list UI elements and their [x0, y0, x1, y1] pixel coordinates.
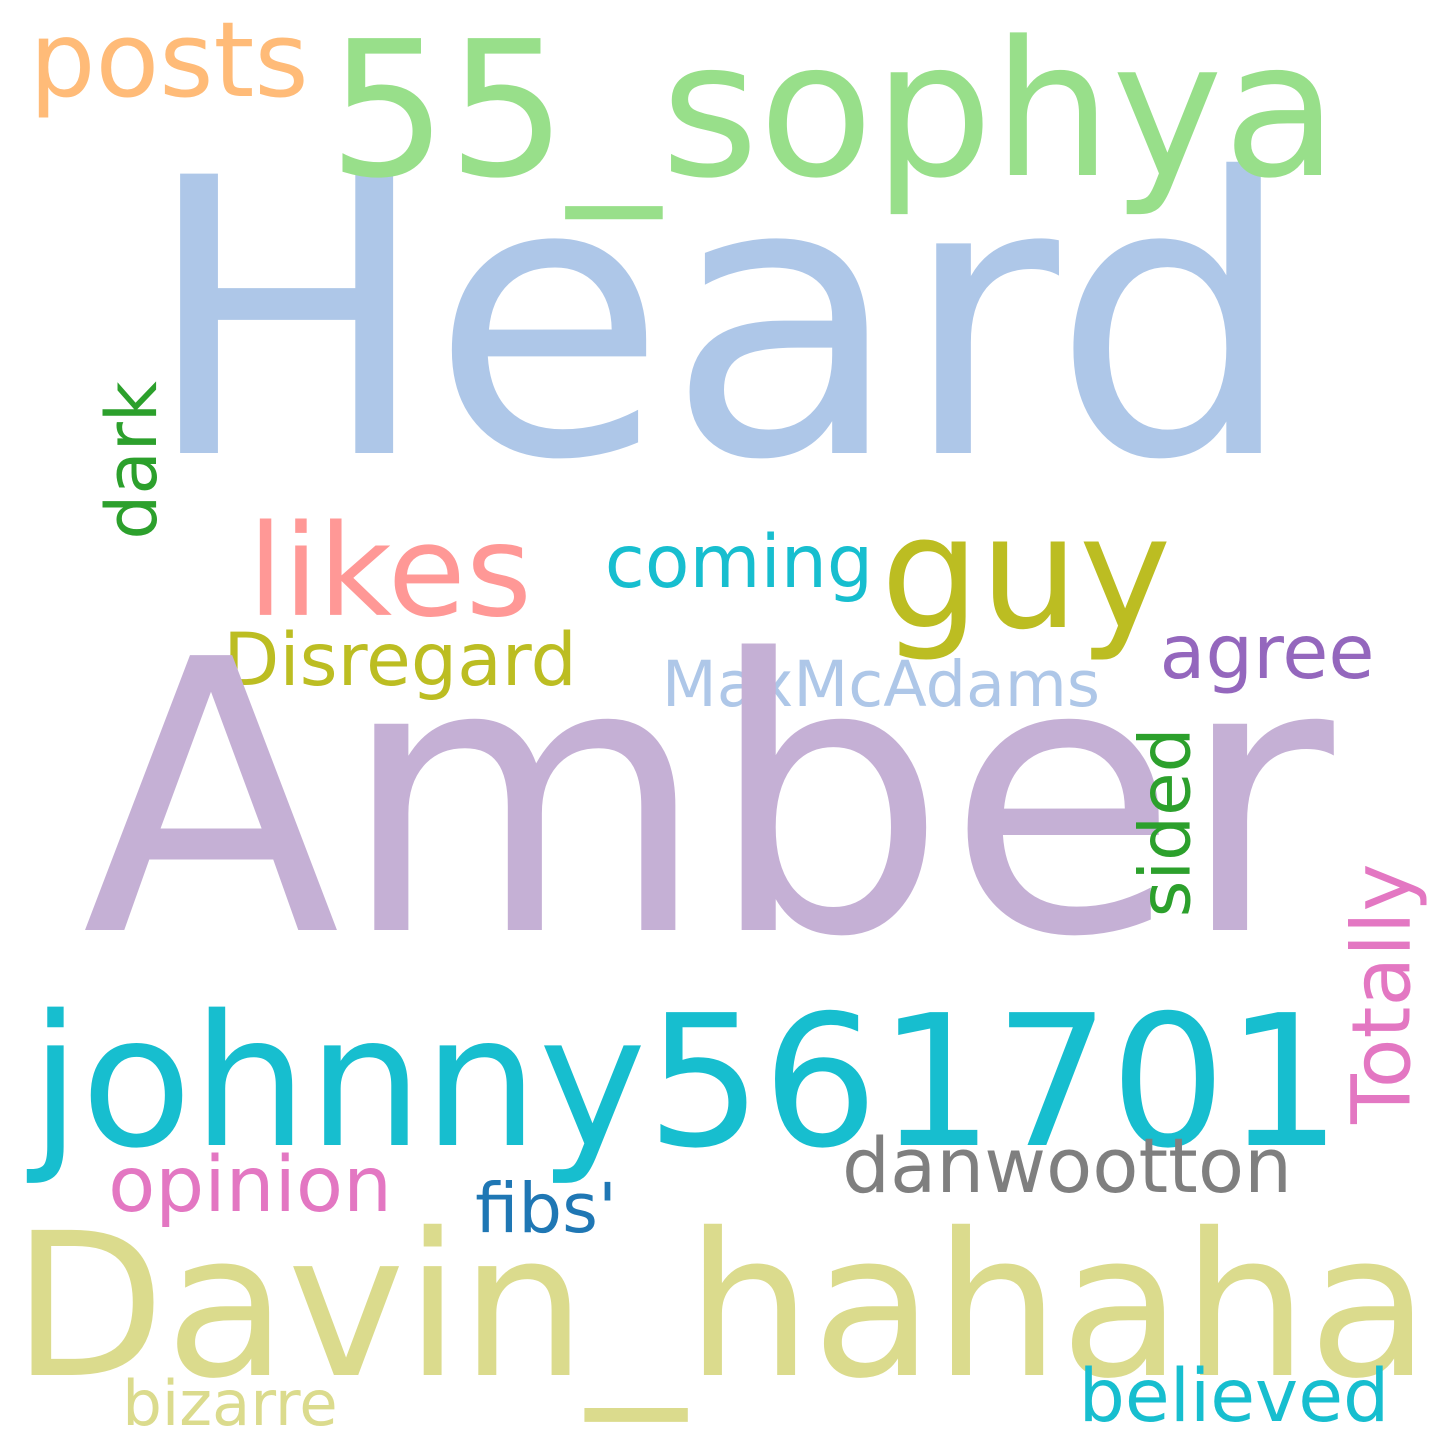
- word-heard: Heard: [142, 98, 1296, 545]
- word-agree: agree: [1159, 607, 1375, 696]
- word-disregard: Disregard: [223, 617, 577, 703]
- word-dark: dark: [89, 380, 173, 540]
- word-55-sophya: 55_sophya: [328, 2, 1339, 221]
- word-davin-hahaha: Davin_hahaha: [12, 1189, 1431, 1422]
- word-posts: posts: [29, 0, 309, 121]
- word-likes: likes: [247, 496, 532, 645]
- word-totally: Totally: [1335, 863, 1430, 1125]
- word-bizarre: bizarre: [122, 1366, 338, 1440]
- word-opinion: opinion: [108, 1139, 392, 1230]
- word-fibs: fibs': [475, 1168, 617, 1249]
- word-amber: Amber: [82, 579, 1334, 1019]
- word-believed: believed: [1078, 1353, 1390, 1439]
- word-danwootton: danwootton: [842, 1122, 1292, 1211]
- word-maxmcadams: MaxMcAdams: [661, 647, 1100, 722]
- word-coming: coming: [604, 519, 874, 605]
- word-guy: guy: [880, 481, 1172, 664]
- word-johnny561701: johnny561701: [30, 975, 1342, 1188]
- word-sided: sided: [1123, 726, 1207, 917]
